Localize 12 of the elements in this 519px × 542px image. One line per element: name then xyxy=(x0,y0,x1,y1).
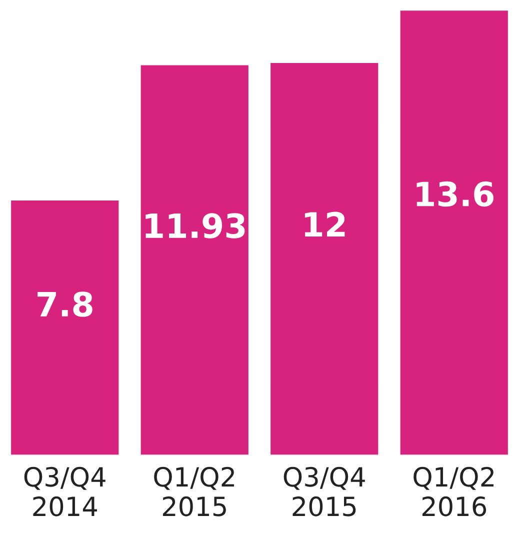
data-label: 7.8 xyxy=(38,292,92,317)
x-tick-label: Q3/Q4 2014 xyxy=(24,466,106,516)
x-tick-label: Q1/Q2 2015 xyxy=(154,466,234,516)
x-tick-label: Q3/Q4 2015 xyxy=(284,466,365,516)
bar xyxy=(398,9,510,456)
bar xyxy=(139,64,250,456)
data-label: 12 xyxy=(304,212,345,237)
x-tick-label: Q1/Q2 2016 xyxy=(414,466,494,516)
data-label: 13.6 xyxy=(416,181,494,207)
data-label: 11.93 xyxy=(146,213,245,238)
bar xyxy=(10,199,120,456)
bar xyxy=(269,62,380,456)
